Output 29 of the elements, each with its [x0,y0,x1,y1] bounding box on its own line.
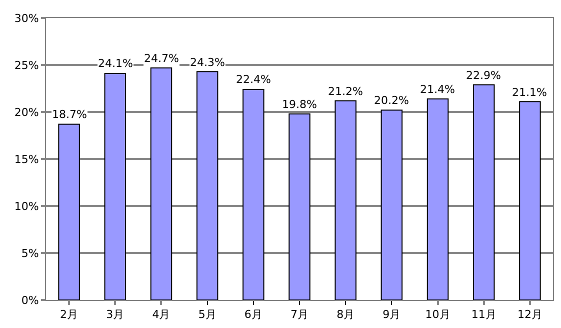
data-label: 18.7% [52,108,87,121]
y-tick-label: 5% [21,246,39,260]
data-label: 19.8% [282,98,317,111]
data-label: 22.9% [466,69,501,82]
data-label: 21.1% [512,86,547,99]
x-tick-label: 9月 [382,308,401,322]
x-tick-label: 7月 [290,308,308,322]
y-tick-label: 0% [21,294,39,307]
data-label: 22.4% [236,73,271,86]
data-label: 21.2% [328,85,363,98]
data-label: 21.4% [420,83,455,96]
y-tick-label: 25% [14,58,39,72]
y-tick-label: 30% [14,12,39,25]
x-tick-label: 5月 [198,308,216,322]
data-label: 24.3% [190,56,225,69]
data-label: 20.2% [374,94,409,107]
x-tick-label: 12月 [517,308,542,322]
data-label: 24.1% [98,57,133,70]
x-tick-label: 8月 [336,308,355,322]
x-tick-label: 10月 [425,308,450,322]
data-label: 24.7% [144,52,179,65]
x-tick-label: 2月 [60,308,78,322]
x-tick-label: 11月 [471,308,496,322]
x-tick-label: 4月 [152,308,170,322]
x-tick-label: 3月 [106,308,124,322]
x-tick-label: 6月 [244,308,262,322]
y-tick-label: 15% [14,152,39,166]
y-tick-label: 10% [14,200,39,213]
y-tick-label: 20% [14,106,39,119]
